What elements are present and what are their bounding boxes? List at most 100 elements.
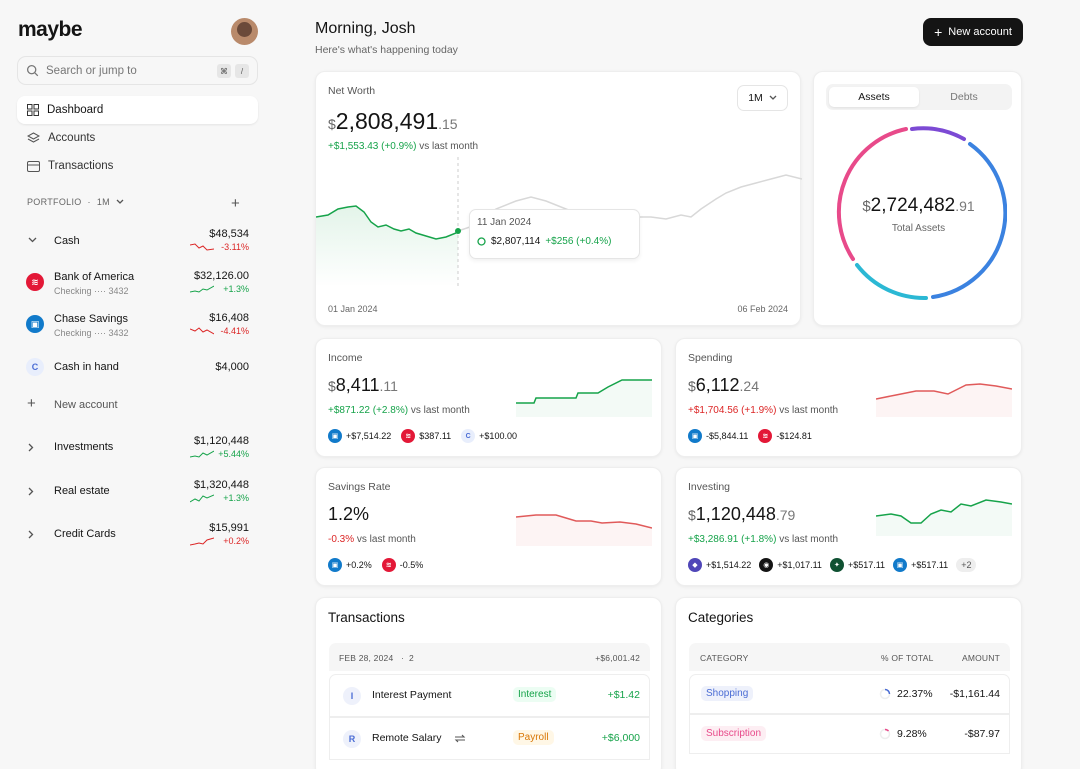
more-sources-badge[interactable]: +2	[956, 558, 977, 572]
vs-label: vs last month	[779, 534, 839, 545]
net-worth-label: Net Worth	[328, 85, 376, 97]
item-value: +0.2%	[346, 560, 372, 570]
chase-logo-icon: ▣	[893, 558, 908, 572]
transaction-name: Interest Payment	[372, 689, 452, 701]
transactions-title: Transactions	[328, 610, 405, 625]
account-group-credit-cards[interactable]: Credit Cards $15,991 +0.2%	[17, 517, 258, 553]
item-value: +$517.11	[911, 560, 949, 570]
spending-source-item: ▣ -$5,844.11	[688, 429, 748, 443]
period-select[interactable]: 1M	[737, 85, 788, 111]
account-group-investments[interactable]: Investments $1,120,448 +5.44%	[17, 430, 258, 466]
income-value: $8,411.11	[328, 375, 398, 396]
spending-label: Spending	[688, 352, 733, 364]
value-decimal: .11	[379, 378, 398, 394]
bank-of-america-logo-icon: ≋	[401, 429, 416, 443]
recurring-icon	[454, 734, 466, 743]
item-value: +$1,514.22	[706, 560, 752, 570]
broker-logo-icon: ✦	[829, 558, 844, 572]
value-whole: 2,808,491	[335, 108, 439, 134]
category-badge[interactable]: Interest	[513, 687, 557, 702]
account-group-cash[interactable]: Cash $48,534 -3.11%	[17, 223, 258, 259]
transaction-amount: +$6,000	[601, 732, 640, 744]
new-account-button[interactable]: + New account	[923, 18, 1023, 46]
sparkline	[190, 537, 214, 546]
add-account-icon[interactable]: +	[231, 195, 240, 212]
savings-rate-card[interactable]: Savings Rate 1.2% -0.3% vs last month ▣ +…	[315, 467, 662, 586]
grid-icon	[27, 104, 39, 116]
account-name: Cash	[54, 235, 80, 247]
percent-ring-icon	[879, 728, 891, 740]
total-assets-label: Total Assets	[891, 223, 946, 234]
investing-source-item: ▣ +$517.11	[893, 558, 948, 572]
currency-symbol: $	[688, 378, 696, 394]
bank-of-america-logo-icon: ≋	[381, 558, 396, 572]
account-boa[interactable]: ≋ Bank of America Checking ···· 3432 $32…	[17, 265, 258, 301]
change-amount: -0.3%	[328, 534, 355, 545]
transactions-card: Transactions FEB 28, 2024 · 2 +$6,001.42…	[315, 597, 662, 769]
net-worth-chart[interactable]	[316, 157, 802, 287]
new-account-button[interactable]: + New account	[17, 388, 258, 424]
account-name: Bank of America	[54, 271, 135, 283]
nav-transactions[interactable]: Transactions	[17, 152, 258, 180]
chevron-down-icon[interactable]	[28, 237, 37, 243]
col-percent: % OF TOTAL	[881, 653, 934, 663]
chevron-down-icon[interactable]	[116, 199, 124, 205]
bank-of-america-logo-icon: ≋	[758, 429, 773, 443]
portfolio-label: PORTFOLIO	[27, 197, 82, 207]
chevron-right-icon[interactable]	[28, 487, 34, 496]
nav-dashboard[interactable]: Dashboard	[17, 96, 258, 124]
assets-donut-chart[interactable]	[831, 126, 1007, 302]
transaction-name: Remote Salary	[372, 732, 442, 744]
item-value: +$1,017.11	[777, 560, 822, 570]
search-input[interactable]: Search or jump to ⌘ /	[17, 56, 258, 85]
avatar[interactable]	[231, 18, 258, 45]
page-title: Morning, Josh	[315, 20, 416, 37]
bank-of-america-logo-icon: ≋	[26, 273, 44, 291]
savings-source-item: ≋ -0.5%	[381, 558, 423, 572]
account-name: Cash in hand	[54, 361, 119, 373]
spending-card[interactable]: Spending $6,112.24 +$1,704.56 (+1.9%) vs…	[675, 338, 1022, 457]
nav-accounts[interactable]: Accounts	[17, 124, 258, 152]
portfolio-separator: ·	[87, 197, 91, 207]
investing-source-item: ◆ +$1,514.22	[688, 558, 751, 572]
col-category: CATEGORY	[700, 653, 749, 663]
account-name: Real estate	[54, 485, 110, 497]
category-badge: Subscription	[701, 726, 767, 741]
categories-title: Categories	[688, 610, 754, 625]
account-amount: $4,000	[215, 361, 249, 373]
sidebar: maybe Search or jump to ⌘ / Dashboard Ac…	[0, 0, 275, 769]
table-row[interactable]: I Interest Payment Interest +$1.42	[329, 674, 650, 717]
table-row[interactable]: Shopping 22.37% -$1,161.44	[689, 674, 1010, 714]
slash-key-hint: /	[235, 64, 249, 78]
category-amount: -$1,161.44	[949, 688, 1000, 700]
account-amount: $1,120,448	[193, 435, 249, 447]
table-row[interactable]: R Remote Salary Payroll +$6,000	[329, 717, 650, 760]
savings-sources: ▣ +0.2% ≋ -0.5%	[328, 558, 423, 572]
tab-assets[interactable]: Assets	[829, 87, 919, 107]
category-badge[interactable]: Payroll	[513, 730, 554, 745]
account-change: +1.3%	[223, 284, 249, 294]
table-row[interactable]: Subscription 9.28% -$87.97	[689, 714, 1010, 754]
income-card[interactable]: Income $8,411.11 +$871.22 (+2.8%) vs las…	[315, 338, 662, 457]
account-cash-in-hand[interactable]: C Cash in hand $4,000	[17, 350, 258, 386]
investing-card[interactable]: Investing $1,120,448.79 +$3,286.91 (+1.8…	[675, 467, 1022, 586]
cash-initial-icon: C	[461, 429, 476, 443]
account-chase[interactable]: ▣ Chase Savings Checking ···· 3432 $16,4…	[17, 307, 258, 343]
chevron-right-icon[interactable]	[28, 443, 34, 452]
income-source-item: ≋ $387.11	[401, 429, 451, 443]
net-worth-card: Net Worth $2,808,491.15 +$1,553.43 (+0.9…	[315, 71, 802, 326]
tab-debts[interactable]: Debts	[950, 91, 978, 103]
value-whole: 6,112	[695, 375, 740, 395]
portfolio-period-select[interactable]: 1M	[96, 197, 110, 207]
broker-logo-icon: ◉	[759, 558, 774, 572]
spending-change: +$1,704.56 (+1.9%) vs last month	[688, 405, 838, 416]
account-group-real-estate[interactable]: Real estate $1,320,448 +1.3%	[17, 474, 258, 510]
tooltip-date: 11 Jan 2024	[477, 217, 532, 228]
currency-symbol: $	[328, 378, 336, 394]
app-logo[interactable]: maybe	[18, 18, 83, 41]
period-value: 1M	[748, 92, 763, 104]
cash-initial-icon: C	[26, 358, 44, 376]
net-worth-line-future	[457, 174, 802, 232]
chevron-right-icon[interactable]	[28, 530, 34, 539]
portfolio-header: PORTFOLIO · 1M	[27, 197, 124, 207]
